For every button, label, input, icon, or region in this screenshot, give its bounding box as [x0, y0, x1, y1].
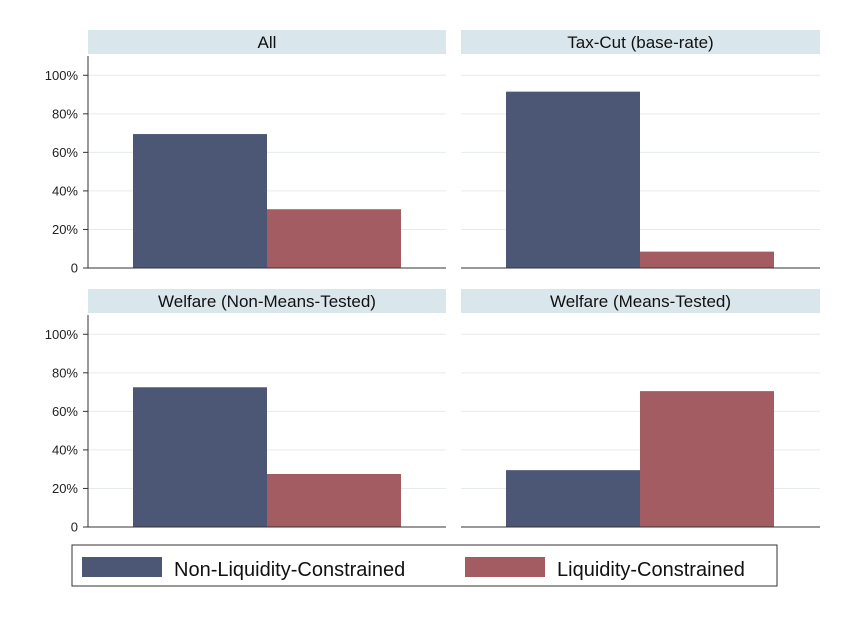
- legend-swatch-liquidity-constrained: [465, 557, 545, 577]
- panel-header-welfare-means-tested: [461, 289, 820, 313]
- panel-title-tax-cut-base-rate: Tax-Cut (base-rate): [567, 33, 713, 52]
- panel-title-all: All: [258, 33, 277, 52]
- y-tick-label: 0: [71, 261, 78, 276]
- panel-header-welfare-non-means-tested: [88, 289, 446, 313]
- y-tick-label: 80%: [52, 365, 78, 380]
- panel-all: All 0 20% 40% 60% 80% 100%: [45, 30, 446, 276]
- panels-group: All 0 20% 40% 60% 80% 100% Tax-Cut (base-rate) W…: [45, 30, 820, 535]
- panel-tax-cut-base-rate: Tax-Cut (base-rate): [461, 30, 820, 269]
- y-tick-label: 40%: [52, 183, 78, 198]
- y-tick-label: 0: [71, 520, 78, 535]
- bar-welfare-non-means-tested-liquidity-constrained: [267, 474, 401, 527]
- bar-welfare-means-tested-non-liquidity-constrained: [506, 470, 640, 527]
- y-tick-label: 20%: [52, 222, 78, 237]
- bar-tax-cut-base-rate-liquidity-constrained: [640, 251, 774, 268]
- legend: Non-Liquidity-Constrained Liquidity-Cons…: [71, 544, 778, 587]
- bar-welfare-non-means-tested-non-liquidity-constrained: [133, 387, 267, 527]
- y-tick-label: 100%: [45, 68, 79, 83]
- panel-header-all: [88, 30, 446, 54]
- bar-welfare-means-tested-liquidity-constrained: [640, 391, 774, 527]
- y-tick-label: 100%: [45, 327, 79, 342]
- legend-label-liquidity-constrained: Liquidity-Constrained: [557, 559, 745, 581]
- y-tick-label: 60%: [52, 404, 78, 419]
- panel-title-welfare-non-means-tested: Welfare (Non-Means-Tested): [158, 292, 376, 311]
- y-tick-label: 80%: [52, 106, 78, 121]
- legend-label-non-liquidity-constrained: Non-Liquidity-Constrained: [174, 559, 405, 581]
- y-tick-label: 40%: [52, 442, 78, 457]
- legend-swatch-non-liquidity-constrained: [82, 557, 162, 577]
- panel-title-welfare-means-tested: Welfare (Means-Tested): [550, 292, 731, 311]
- bar-all-liquidity-constrained: [267, 209, 401, 268]
- panel-welfare-non-means-tested: Welfare (Non-Means-Tested) 0 20% 40% 60% 80% 1…: [45, 289, 446, 535]
- y-tick-label: 20%: [52, 481, 78, 496]
- bar-tax-cut-base-rate-non-liquidity-constrained: [506, 91, 640, 269]
- panel-header-tax-cut-base-rate: [461, 30, 820, 54]
- panel-welfare-means-tested: Welfare (Means-Tested): [461, 289, 820, 528]
- bar-all-non-liquidity-constrained: [133, 134, 267, 268]
- legend-box: [71, 544, 778, 587]
- y-tick-label: 60%: [52, 145, 78, 160]
